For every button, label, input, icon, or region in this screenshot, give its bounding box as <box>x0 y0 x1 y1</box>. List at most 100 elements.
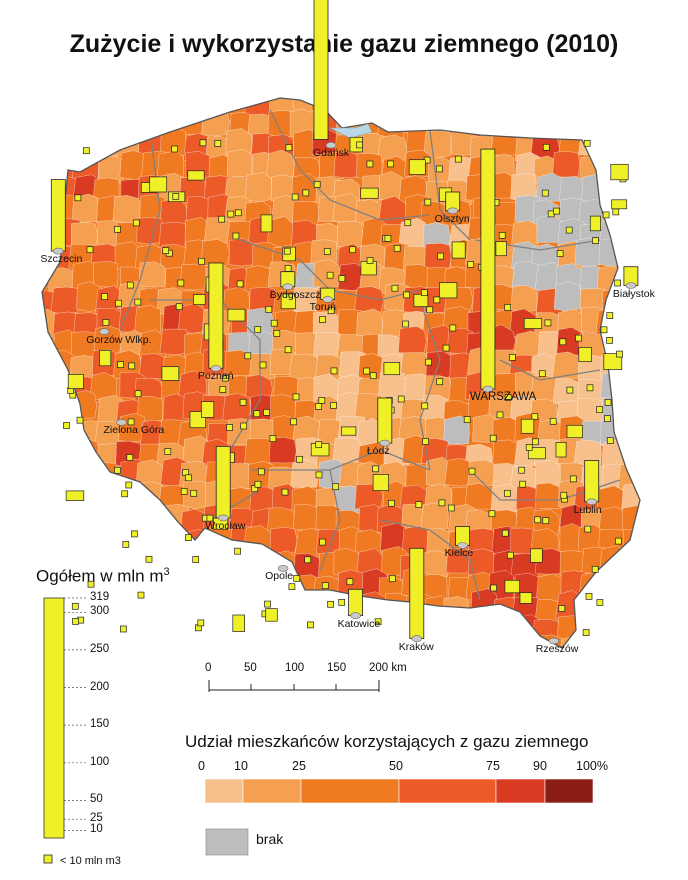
small-gas-symbol <box>315 471 323 479</box>
county-region <box>42 500 57 531</box>
small-gas-symbol <box>67 374 84 389</box>
legend-tick-label: 50 <box>90 793 103 806</box>
small-gas-symbol <box>438 499 446 507</box>
small-gas-symbol <box>161 366 180 381</box>
legend-tick-label: 150 <box>90 718 110 731</box>
small-gas-symbol <box>504 304 512 311</box>
small-gas-symbol <box>555 442 567 458</box>
county-region <box>353 98 383 113</box>
county-region <box>470 615 498 642</box>
small-gas-symbol <box>504 579 520 594</box>
county-region <box>180 588 209 618</box>
county-region <box>42 394 60 422</box>
small-gas-symbol <box>330 402 337 409</box>
small-gas-symbol <box>321 582 329 589</box>
small-gas-symbol <box>592 237 599 244</box>
county-region <box>69 98 97 112</box>
small-gas-symbol <box>82 147 90 155</box>
small-gas-symbol <box>244 352 252 360</box>
county-region <box>537 110 564 140</box>
small-gas-symbol <box>219 386 227 393</box>
county-region <box>647 150 672 180</box>
small-gas-symbol <box>366 160 374 168</box>
small-gas-symbol <box>415 501 423 508</box>
small-gas-symbol <box>319 538 326 546</box>
county-region <box>51 502 79 532</box>
small-gas-symbol <box>566 424 583 439</box>
county-region <box>600 595 629 625</box>
legend-total-title: Ogółem w mln m3 <box>36 566 170 586</box>
small-gas-symbol <box>346 578 354 586</box>
city-dot <box>325 141 337 149</box>
small-gas-symbol <box>284 265 292 272</box>
small-gas-symbol <box>87 580 95 588</box>
small-gas-symbol <box>467 261 475 268</box>
small-gas-symbol <box>519 480 527 488</box>
small-gas-symbol <box>330 367 338 375</box>
county-region <box>513 106 542 137</box>
scale-tick-label: 200 km <box>369 662 407 674</box>
city-label: Kielce <box>444 547 474 560</box>
county-region <box>404 98 435 116</box>
city-dot <box>217 514 229 522</box>
county-region <box>619 108 640 139</box>
small-gas-symbol <box>538 370 546 378</box>
county-region <box>622 327 640 358</box>
county-region <box>648 373 674 402</box>
small-gas-symbol <box>232 614 245 632</box>
small-gas-symbol <box>585 593 593 600</box>
city-dot <box>457 542 468 549</box>
county-region <box>645 573 670 599</box>
county-region <box>623 199 640 227</box>
county-region <box>290 459 320 488</box>
county-region <box>643 526 669 554</box>
gas-consumption-bar <box>215 445 231 519</box>
city-label: Bydgoszcz <box>269 288 321 301</box>
no-data-box <box>205 828 249 856</box>
small-gas-symbol <box>495 241 507 257</box>
county-region <box>244 438 274 466</box>
share-break-label: 75 <box>486 759 500 773</box>
county-region <box>116 529 143 558</box>
small-gas-symbol <box>254 326 262 333</box>
county-region <box>625 155 640 183</box>
small-gas-symbol <box>442 344 450 352</box>
small-gas-symbol <box>422 438 429 445</box>
county-region <box>227 148 253 178</box>
small-gas-symbol <box>115 299 122 307</box>
county-region <box>117 634 146 648</box>
small-gas-symbol <box>259 361 267 369</box>
small-gas-symbol <box>504 489 511 497</box>
small-gas-symbol <box>281 488 289 496</box>
small-gas-symbol <box>498 232 506 239</box>
small-gas-symbol <box>584 525 592 533</box>
small-gas-symbol <box>315 403 322 410</box>
gas-consumption-bar <box>377 397 393 444</box>
small-gas-symbol <box>304 556 312 564</box>
county-region <box>646 464 671 491</box>
voivodeship-boundary <box>429 129 471 241</box>
small-gas-symbol <box>349 246 356 254</box>
county-region <box>516 98 543 116</box>
county-region <box>181 640 208 648</box>
city-label: Olsztyn <box>434 212 470 225</box>
county-region <box>288 353 320 381</box>
small-gas-symbol <box>198 257 205 265</box>
county-region <box>487 109 517 137</box>
county-region <box>293 504 320 531</box>
county-region <box>465 643 496 648</box>
county-region <box>160 592 191 622</box>
small-gas-symbol <box>553 207 560 215</box>
county-region <box>536 214 562 243</box>
small-gas-symbol <box>509 354 516 361</box>
county-region <box>581 173 609 204</box>
small-gas-symbol <box>549 417 557 425</box>
small-gas-symbol <box>582 629 590 636</box>
share-class-box <box>544 778 594 804</box>
county-region <box>623 438 640 468</box>
small-gas-symbol <box>190 489 198 497</box>
county-region <box>622 529 640 555</box>
voivodeship-boundary <box>499 359 601 381</box>
small-gas-symbol <box>171 145 178 153</box>
small-gas-symbol <box>527 447 546 460</box>
